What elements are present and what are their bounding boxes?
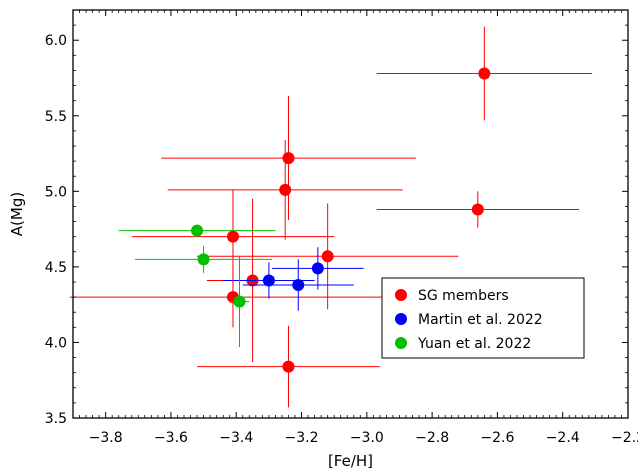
y-axis-label: A(Mg) — [8, 192, 26, 236]
y-tick-label: 3.5 — [45, 411, 67, 427]
x-tick-label: −3.8 — [89, 430, 123, 446]
plot-marks — [69, 26, 593, 408]
data-point — [282, 360, 295, 373]
data-point — [321, 250, 334, 263]
x-tick-label: −3.0 — [350, 430, 384, 446]
x-tick-label: −3.4 — [219, 430, 253, 446]
data-point — [262, 274, 275, 287]
plot-frame — [72, 9, 629, 419]
x-tick-label: −2.8 — [415, 430, 449, 446]
data-point — [282, 152, 295, 165]
y-axis: 3.5 4.0 4.5 5.0 5.5 6.0 — [45, 9, 628, 427]
legend-box — [381, 277, 585, 359]
x-tick-label: −3.6 — [154, 430, 188, 446]
data-point — [197, 253, 210, 266]
data-point — [233, 295, 246, 308]
data-point — [191, 224, 204, 237]
x-tick-label: −2.4 — [546, 430, 580, 446]
series-yuan-et-al-2022 — [118, 224, 276, 347]
series-martin-et-al-2022 — [223, 247, 364, 311]
legend: SG members Martin et al. 2022 Yuan et al. … — [381, 277, 585, 359]
legend-label: SG members — [418, 288, 509, 304]
x-tick-label: −2.2 — [611, 430, 638, 446]
y-tick-label: 4.0 — [45, 335, 67, 351]
y-tick-label: 4.5 — [45, 260, 67, 276]
data-point — [478, 67, 491, 80]
data-point — [279, 183, 292, 196]
y-tick-label: 6.0 — [45, 33, 67, 49]
x-axis-label: [Fe/H] — [328, 452, 373, 470]
legend-marker — [395, 289, 407, 301]
y-tick-label: 5.0 — [45, 184, 67, 200]
legend-label: Yuan et al. 2022 — [417, 336, 531, 352]
y-tick-label: 5.5 — [45, 109, 67, 125]
data-point — [292, 279, 305, 292]
legend-label: Martin et al. 2022 — [418, 312, 543, 328]
x-tick-label: −2.6 — [480, 430, 514, 446]
x-tick-label: −3.2 — [285, 430, 319, 446]
legend-marker — [395, 337, 407, 349]
data-point — [226, 230, 239, 243]
data-point — [471, 203, 484, 216]
data-point — [311, 262, 324, 275]
x-axis: −3.8 −3.6 −3.4 −3.2 −3.0 −2.8 −2.6 −2.4 −2.2 — [72, 10, 638, 446]
legend-marker — [395, 313, 407, 325]
